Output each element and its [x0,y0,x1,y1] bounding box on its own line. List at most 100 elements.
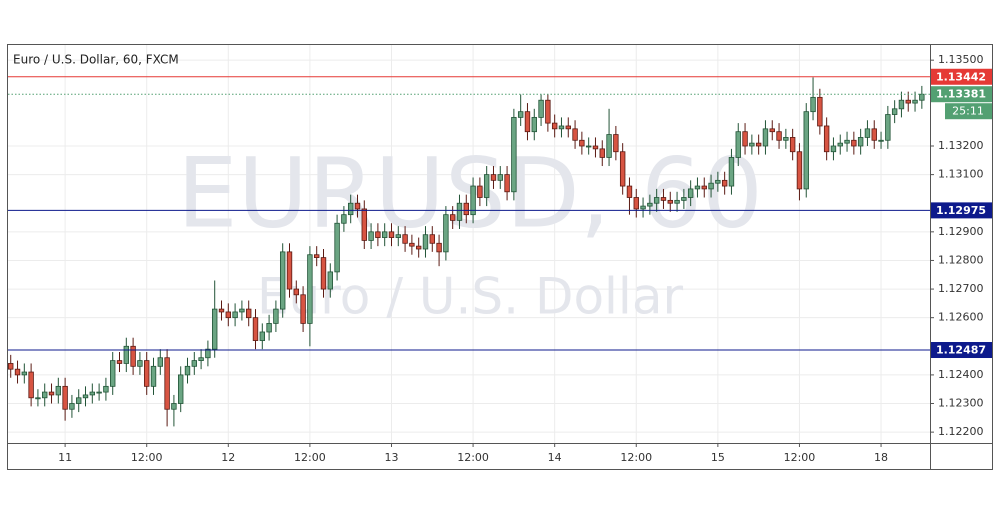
candle-body [735,131,741,158]
y-tick-label: 1.12400 [938,368,984,381]
candle-body [110,360,116,387]
candle-body [144,360,150,387]
price-level-label: 1.13381 [936,88,986,101]
price-level-label: 1.13442 [936,70,986,83]
candle-body [48,391,55,396]
candle-body [422,234,429,250]
x-tick-label: 12:00 [131,451,163,464]
candle-body [619,151,626,187]
candle-body [538,99,544,118]
candle-body [415,245,422,250]
candle-body [327,271,333,290]
candle-body [198,357,204,361]
x-tick-label: 15 [711,451,725,464]
x-tick-label: 18 [874,451,888,464]
candle-body [205,348,211,359]
candle-body [851,139,857,147]
candle-body [551,122,558,130]
candle-body [524,111,531,133]
candle-body [164,357,170,410]
candle-body [789,137,796,153]
watermark: EURUSD, 60 [177,137,763,249]
candle-body [313,254,320,258]
price-level-box [931,202,992,219]
chart-frame [7,44,993,470]
y-tick-label: 1.12800 [938,253,984,266]
candle-body [368,231,374,241]
candle-body [286,251,293,290]
candle-body [409,242,415,247]
candle-body [252,317,259,341]
candle-body [660,197,667,201]
candle-body [116,360,123,364]
candle-body [429,234,435,244]
candle-body [171,403,177,410]
candle-body [178,374,184,404]
candle-body [212,308,218,350]
candle-body [783,137,789,141]
candle-body [361,208,367,241]
candle-body [103,385,109,393]
candle-body [381,231,388,238]
candle-body [483,174,490,198]
y-tick-label: 1.12600 [938,311,984,324]
candle-body [375,231,381,238]
x-tick-label: 14 [548,451,562,464]
candle-body [14,368,21,376]
candle-body [239,308,245,313]
candle-body [490,174,497,181]
y-tick-label: 1.13500 [938,53,984,66]
countdown: 25:11 [952,105,984,118]
candle-body [341,214,347,224]
candle-body [871,128,877,141]
candle-body [354,202,361,210]
y-tick-label: 1.12700 [938,282,984,295]
candle-body [334,222,340,273]
candle-body [477,185,483,198]
candle-body [803,111,809,190]
candle-body [599,148,605,158]
candle-body [347,202,354,216]
candle-body [320,257,327,290]
candle-body [545,99,551,124]
candle-body [885,114,891,141]
x-tick-label: 12:00 [294,451,326,464]
candle-body [130,345,136,367]
candle-body [749,142,755,147]
x-tick-label: 12 [221,451,235,464]
price-level-box [931,342,992,359]
candle-body [810,96,816,113]
candle-body [76,397,82,404]
candle-body [742,131,748,147]
candle-body [558,125,565,130]
candle-body [497,174,503,181]
candle-body [273,308,279,324]
candle-body [721,179,728,187]
candle-body [715,179,721,184]
y-tick-label: 1.12200 [938,425,984,438]
candle-body [42,391,48,399]
x-tick-label: 13 [384,451,398,464]
candle-body [449,214,456,221]
candle-body [653,197,660,204]
candle-body [388,231,395,238]
x-tick-label: 11 [58,451,72,464]
candle-body [919,93,925,101]
candle-body [728,157,735,187]
x-tick-label: 12:00 [784,451,816,464]
candle-body [443,214,449,253]
candle-body [647,202,653,207]
price-level-box [931,86,992,103]
candle-body [436,242,442,253]
candle-body [137,360,143,367]
candle-body [69,403,75,410]
candle-body [62,385,68,410]
candle-body [830,145,837,153]
candle-body [613,134,619,153]
candle-body [293,288,299,296]
chart-title: Euro / U.S. Dollar, 60, FXCM [13,53,179,67]
candle-body [218,308,225,313]
y-tick-label: 1.12900 [938,225,984,238]
candle-body [245,308,252,319]
